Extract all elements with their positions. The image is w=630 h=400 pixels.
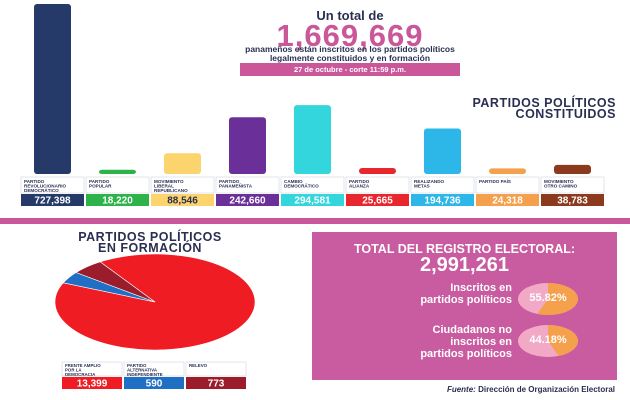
value-label: 194,736 (411, 194, 474, 207)
value-label: 25,665 (346, 194, 409, 207)
bar (294, 105, 331, 174)
svg-text:194,736: 194,736 (424, 196, 461, 207)
value-label: 88,546 (151, 194, 214, 207)
category-label: PARTIDO POPULAR (85, 176, 150, 194)
inscribed-pct: 55.82% (529, 292, 567, 304)
svg-text:773: 773 (208, 379, 225, 390)
category-label: PARTIDO REVOLUCIONARIO DEMOCRÁTICO (20, 176, 85, 194)
registry-total: 2,991,261 (420, 254, 509, 276)
category-label: CAMBIO DEMOCRÁTICO (280, 176, 345, 194)
formation-title-line1: PARTIDOS POLÍTICOS (78, 230, 222, 244)
not-inscribed-label-line3: partidos políticos (420, 348, 512, 360)
formation-value-label: 13,399 (62, 377, 122, 390)
registry-panel: TOTAL DEL REGISTRO ELECTORAL: 2,991,261 … (312, 232, 617, 380)
formation-title: PARTIDOS POLÍTICOS EN FORMACIÓN (20, 230, 280, 255)
pie-fill (548, 325, 578, 356)
value-label: 38,783 (541, 194, 604, 207)
not-inscribed-pie (518, 325, 578, 357)
constituted-title: PARTIDOS POLÍTICOS CONSTITUIDOS (380, 96, 616, 121)
bar (34, 4, 71, 174)
svg-text:18,220: 18,220 (102, 196, 133, 207)
bar (359, 168, 396, 174)
section-divider (0, 218, 630, 224)
svg-text:13,399: 13,399 (77, 379, 108, 390)
formation-title-line2: EN FORMACIÓN (98, 241, 202, 255)
value-label: 24,318 (476, 194, 539, 207)
not-inscribed-pct: 44.18% (529, 334, 567, 346)
svg-text:590: 590 (146, 379, 163, 390)
pie-slice (75, 261, 156, 303)
svg-text:88,546: 88,546 (167, 196, 198, 207)
source-prefix: Fuente: (446, 385, 476, 394)
registry-title: TOTAL DEL REGISTRO ELECTORAL: (353, 242, 576, 256)
inscribed-label: Inscritos en partidos políticos (332, 282, 512, 306)
constituted-title-line2: CONSTITUIDOS (515, 107, 616, 121)
header-line3: legalmente constituidos y en formación (269, 53, 431, 63)
inscribed-pie (518, 283, 578, 315)
svg-text:25,665: 25,665 (362, 196, 393, 207)
category-label: MOVIMIENTO OTRO CAMINO (540, 176, 605, 194)
date-badge: 27 de octubre - corte 11:59 p.m. (240, 63, 460, 76)
bar (99, 169, 136, 174)
category-label: PARTIDO PAÍS (475, 176, 540, 194)
formation-value-label: 773 (186, 377, 246, 390)
bar (489, 168, 526, 174)
constituted-title-line1: PARTIDOS POLÍTICOS (472, 96, 616, 110)
bar (424, 128, 461, 174)
category-label: PARTIDO ALIANZA (345, 176, 410, 194)
not-inscribed-label-line2: inscritos en (450, 336, 512, 348)
formation-category-label: FRENTE AMPLIO POR LA DEMOCRACIA (61, 361, 123, 377)
value-label: 18,220 (86, 194, 149, 207)
source-note: Fuente: Dirección de Organización Electo… (330, 385, 615, 394)
header-big-number: 1,669,669 (276, 18, 424, 53)
svg-text:294,581: 294,581 (294, 196, 331, 207)
inscribed-label-line2: partidos políticos (420, 294, 512, 306)
source-text: Dirección de Organización Electoral (478, 385, 615, 394)
svg-text:PARTIDO PAÍS: PARTIDO PAÍS (479, 177, 511, 184)
not-inscribed-label: Ciudadanos no inscritos en partidos polí… (332, 324, 512, 360)
value-label: 727,398 (21, 194, 84, 207)
bar (229, 117, 266, 174)
svg-text:RELEVO: RELEVO (189, 363, 208, 368)
value-label: 242,660 (216, 194, 279, 207)
bar (164, 153, 201, 174)
formation-value-label: 590 (124, 377, 184, 390)
bar (554, 164, 591, 174)
pie-fill (537, 283, 578, 315)
category-label: REALIZANDO METAS (410, 176, 475, 194)
value-label: 294,581 (281, 194, 344, 207)
category-label: PARTIDO PANAMEÑISTA (215, 176, 280, 194)
svg-text:24,318: 24,318 (492, 196, 523, 207)
svg-text:727,398: 727,398 (34, 196, 71, 207)
header-line1: Un total de (316, 8, 384, 23)
svg-text:242,660: 242,660 (229, 196, 266, 207)
svg-text:38,783: 38,783 (557, 196, 588, 207)
formation-category-label: RELEVO (185, 361, 247, 377)
constituted-bar-chart: PARTIDO REVOLUCIONARIO DEMOCRÁTICO 727,398 P… (20, 4, 605, 207)
formation-pie-chart: FRENTE AMPLIO POR LA DEMOCRACIA13,399PARTI… (54, 253, 256, 390)
inscribed-label-line1: Inscritos en (450, 282, 512, 294)
not-inscribed-label-line1: Ciudadanos no (432, 324, 512, 336)
header-line2: panameños están inscritos en los partido… (245, 44, 455, 54)
